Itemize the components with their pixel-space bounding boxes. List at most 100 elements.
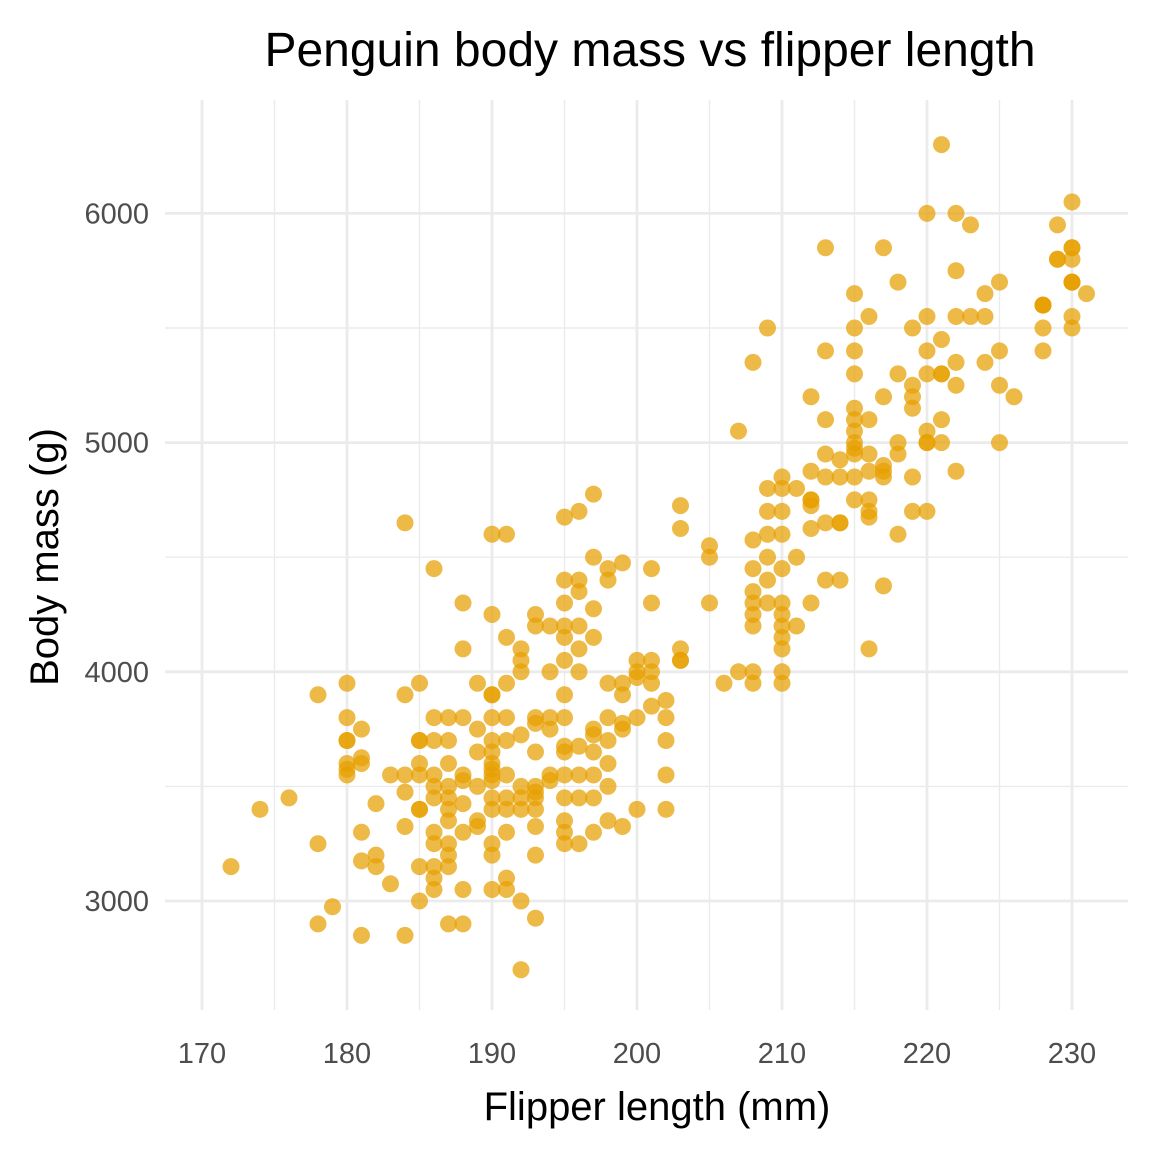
data-point <box>962 216 979 234</box>
data-point <box>570 663 588 681</box>
data-point <box>1034 342 1052 360</box>
data-point <box>599 754 617 772</box>
data-point <box>904 399 921 417</box>
data-point <box>570 766 588 784</box>
data-point <box>817 342 834 360</box>
data-point <box>773 479 791 497</box>
data-point <box>570 617 588 635</box>
data-point <box>991 376 1008 394</box>
data-point <box>411 674 428 692</box>
data-point <box>454 881 472 899</box>
data-point <box>556 594 573 612</box>
data-point <box>585 743 602 761</box>
data-point <box>947 376 965 394</box>
data-point <box>846 491 863 509</box>
data-point <box>440 915 457 933</box>
data-point <box>309 915 327 933</box>
y-tick-label: 5000 <box>84 428 149 460</box>
data-point <box>338 732 356 750</box>
data-point <box>846 319 863 337</box>
data-point <box>338 709 356 727</box>
data-point <box>527 714 544 732</box>
data-point <box>556 651 573 669</box>
data-point <box>512 800 530 818</box>
data-point <box>744 674 762 692</box>
data-point <box>599 709 617 727</box>
data-point <box>512 726 530 744</box>
data-point <box>599 732 617 750</box>
data-point <box>759 479 776 497</box>
data-point <box>889 273 907 291</box>
data-point <box>976 285 994 303</box>
data-point <box>498 525 515 543</box>
data-point <box>483 800 501 818</box>
data-point <box>802 388 820 406</box>
data-point <box>411 754 428 772</box>
data-point <box>875 239 892 257</box>
data-point <box>860 640 878 658</box>
data-point <box>802 491 820 509</box>
data-point <box>831 468 849 486</box>
data-point <box>425 789 443 807</box>
data-point <box>918 434 936 452</box>
x-axis-title: Flipper length (mm) <box>484 1085 831 1129</box>
y-tick-label: 6000 <box>84 198 149 230</box>
data-point <box>773 674 791 692</box>
y-tick-label: 4000 <box>84 657 149 689</box>
data-point <box>556 709 573 727</box>
data-point <box>904 502 921 520</box>
x-tick-labels: 170 180 190 200 210 220 230 <box>178 1038 1096 1070</box>
data-point <box>860 462 878 480</box>
data-point <box>773 560 791 578</box>
data-point <box>1063 239 1081 257</box>
data-point <box>440 777 457 795</box>
data-point <box>759 594 776 612</box>
data-point <box>570 737 588 755</box>
data-point <box>788 617 805 635</box>
data-point <box>643 697 660 715</box>
data-point <box>527 743 544 761</box>
data-point <box>454 795 472 813</box>
data-point <box>962 308 979 326</box>
data-point <box>382 766 399 784</box>
data-point <box>585 823 602 841</box>
data-point <box>541 617 559 635</box>
data-point <box>425 560 443 578</box>
data-point <box>396 514 414 532</box>
data-point <box>846 468 863 486</box>
data-point <box>570 789 588 807</box>
data-point <box>802 462 820 480</box>
data-point <box>643 594 660 612</box>
data-point <box>875 468 892 486</box>
data-point <box>338 760 356 778</box>
data-point <box>976 353 994 371</box>
data-point <box>918 204 936 222</box>
data-point <box>338 674 356 692</box>
data-point <box>483 606 501 623</box>
data-point <box>831 571 849 589</box>
data-point <box>425 709 443 727</box>
data-point <box>657 709 675 727</box>
data-point <box>425 881 443 899</box>
data-point <box>860 411 878 429</box>
data-point <box>947 308 965 326</box>
data-point <box>585 485 602 503</box>
data-point <box>918 308 936 326</box>
data-point <box>657 691 675 709</box>
data-point <box>773 502 791 520</box>
data-point <box>1063 273 1081 291</box>
data-point <box>918 342 936 360</box>
data-point <box>454 640 472 658</box>
data-point <box>222 858 240 876</box>
x-tick-label: 200 <box>613 1038 661 1070</box>
data-point <box>773 606 791 623</box>
data-point <box>1063 193 1081 211</box>
data-point <box>643 674 660 692</box>
data-point <box>1078 285 1095 303</box>
data-point <box>483 686 501 704</box>
data-point <box>498 800 515 818</box>
data-point <box>483 525 501 543</box>
data-point <box>976 308 994 326</box>
data-point <box>541 720 559 738</box>
